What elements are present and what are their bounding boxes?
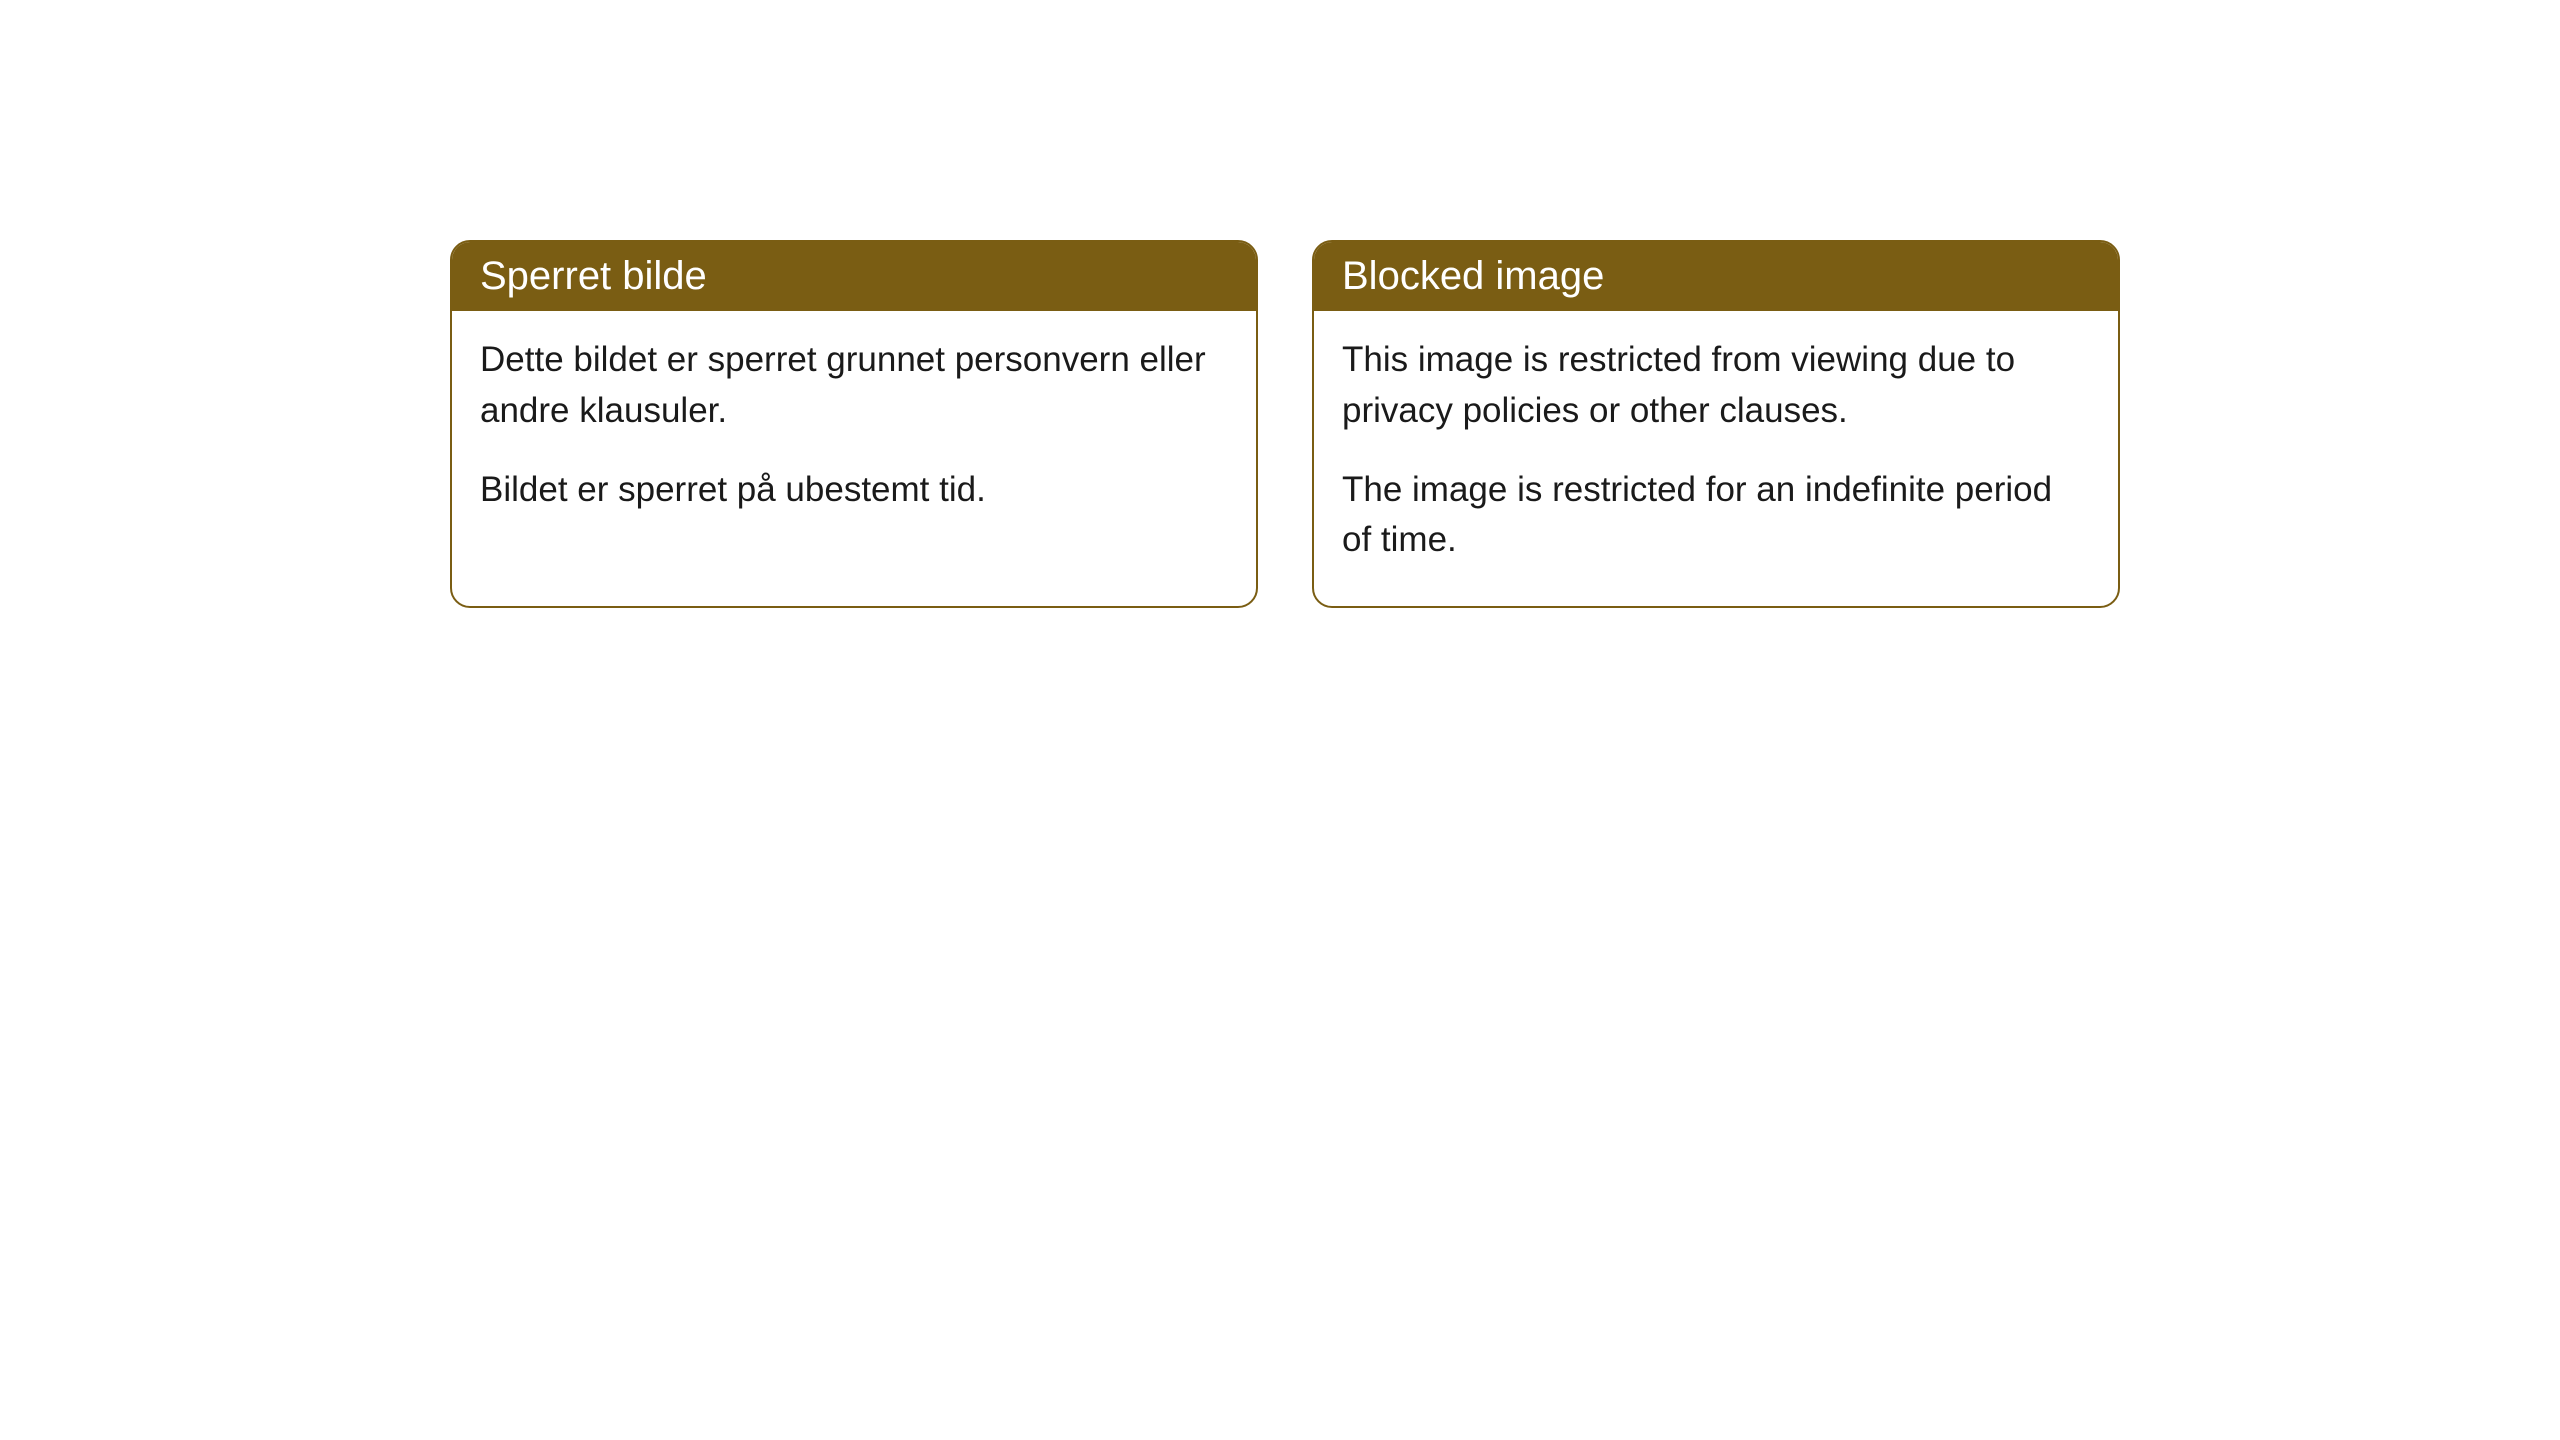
- card-title-no: Sperret bilde: [480, 254, 707, 298]
- card-paragraph-en-2: The image is restricted for an indefinit…: [1342, 465, 2090, 567]
- card-paragraph-en-1: This image is restricted from viewing du…: [1342, 335, 2090, 437]
- cards-container: Sperret bilde Dette bildet er sperret gr…: [450, 240, 2120, 608]
- blocked-image-card-en: Blocked image This image is restricted f…: [1312, 240, 2120, 608]
- card-title-en: Blocked image: [1342, 254, 1604, 298]
- card-header-no: Sperret bilde: [452, 242, 1256, 311]
- card-paragraph-no-1: Dette bildet er sperret grunnet personve…: [480, 335, 1228, 437]
- card-body-no: Dette bildet er sperret grunnet personve…: [452, 311, 1256, 555]
- card-paragraph-no-2: Bildet er sperret på ubestemt tid.: [480, 465, 1228, 516]
- blocked-image-card-no: Sperret bilde Dette bildet er sperret gr…: [450, 240, 1258, 608]
- card-header-en: Blocked image: [1314, 242, 2118, 311]
- card-body-en: This image is restricted from viewing du…: [1314, 311, 2118, 606]
